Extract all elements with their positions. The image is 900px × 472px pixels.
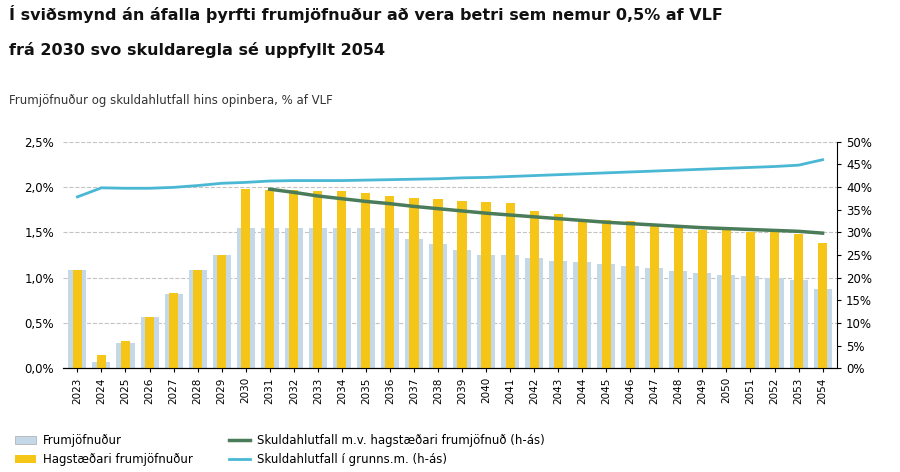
Bar	[457, 201, 466, 368]
Bar	[217, 255, 226, 368]
Bar	[789, 280, 807, 368]
Bar	[284, 228, 302, 368]
Bar	[357, 228, 375, 368]
Bar	[189, 270, 207, 368]
Bar	[602, 220, 611, 368]
Bar	[717, 275, 735, 368]
Bar	[814, 289, 832, 368]
Bar	[766, 278, 784, 368]
Bar	[333, 228, 351, 368]
Bar	[266, 190, 274, 368]
Bar	[385, 196, 394, 368]
Bar	[794, 234, 803, 368]
Bar	[73, 270, 82, 368]
Bar	[237, 228, 255, 368]
Legend: Frumjöfnuður, Hagstæðari frumjöfnuður, Skuldahlutfall m.v. hagstæðari frumjöfnuð: Frumjöfnuður, Hagstæðari frumjöfnuður, S…	[15, 434, 544, 466]
Bar	[506, 203, 515, 368]
Bar	[554, 214, 562, 368]
Bar	[121, 341, 130, 368]
Bar	[818, 243, 827, 368]
Bar	[529, 211, 539, 368]
Bar	[722, 230, 731, 368]
Bar	[578, 219, 587, 368]
Bar	[338, 192, 346, 368]
Bar	[698, 229, 707, 368]
Bar	[97, 354, 106, 368]
Bar	[429, 244, 447, 368]
Bar	[93, 362, 111, 368]
Bar	[309, 228, 327, 368]
Bar	[621, 266, 639, 368]
Bar	[626, 221, 634, 368]
Bar	[116, 343, 134, 368]
Text: Í sviðsmynd án áfalla þyrfti frumjöfnuður að vera betri sem nemur 0,5% af VLF: Í sviðsmynd án áfalla þyrfti frumjöfnuðu…	[9, 5, 723, 23]
Bar	[313, 192, 322, 368]
Bar	[770, 232, 779, 368]
Bar	[501, 255, 519, 368]
Text: Frumjöfnuður og skuldahlutfall hins opinbera, % af VLF: Frumjöfnuður og skuldahlutfall hins opin…	[9, 94, 333, 108]
Bar	[693, 273, 711, 368]
Bar	[573, 262, 591, 368]
Bar	[212, 255, 230, 368]
Bar	[410, 198, 418, 368]
Bar	[482, 202, 490, 368]
Bar	[165, 294, 183, 368]
Bar	[261, 228, 279, 368]
Bar	[598, 264, 616, 368]
Bar	[525, 258, 543, 368]
Bar	[241, 189, 250, 368]
Bar	[361, 193, 371, 368]
Bar	[674, 228, 683, 368]
Bar	[169, 293, 178, 368]
Bar	[405, 239, 423, 368]
Bar	[145, 317, 154, 368]
Bar	[453, 250, 471, 368]
Bar	[193, 270, 202, 368]
Bar	[434, 199, 443, 368]
Bar	[289, 190, 298, 368]
Bar	[645, 269, 663, 368]
Text: frá 2030 svo skuldaregla sé uppfyllt 2054: frá 2030 svo skuldaregla sé uppfyllt 205…	[9, 42, 385, 59]
Bar	[140, 317, 158, 368]
Bar	[670, 271, 688, 368]
Bar	[742, 276, 760, 368]
Bar	[746, 232, 755, 368]
Bar	[477, 255, 495, 368]
Bar	[650, 225, 659, 368]
Bar	[381, 228, 399, 368]
Bar	[68, 270, 86, 368]
Bar	[549, 261, 567, 368]
